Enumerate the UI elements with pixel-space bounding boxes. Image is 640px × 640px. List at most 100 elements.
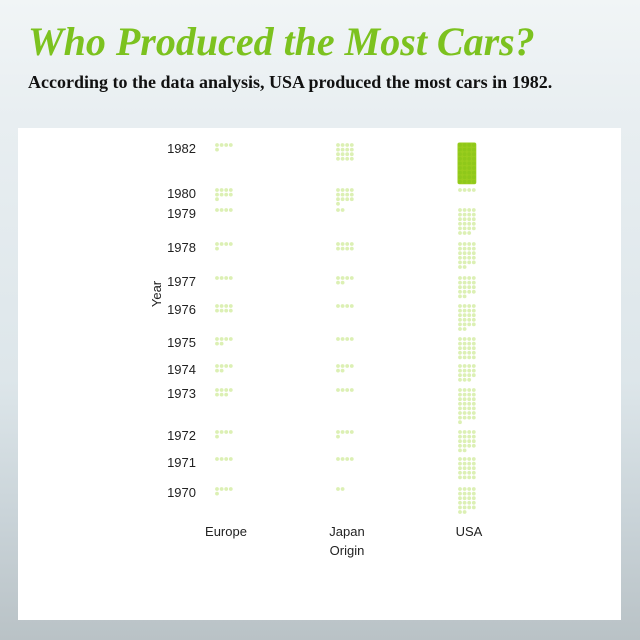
dot-mark (462, 260, 467, 265)
dot-mark (471, 143, 476, 147)
dot-mark (228, 487, 233, 491)
dot-mark (471, 208, 476, 212)
dot-mark (471, 491, 476, 496)
dot-mark (458, 470, 462, 475)
dot-mark (340, 143, 345, 147)
dot-mark (228, 143, 233, 147)
dot-mark (458, 443, 462, 448)
dot-mark (458, 166, 462, 170)
dot-mark (462, 448, 467, 453)
dot-mark (458, 397, 462, 402)
dot-mark (462, 143, 467, 147)
dot-mark (462, 392, 467, 397)
dot-mark (467, 439, 472, 444)
dot-marks (215, 142, 477, 514)
dot-mark (458, 143, 462, 147)
dot-mark (340, 242, 345, 246)
dot-mark (462, 280, 467, 285)
dot-mark (215, 308, 219, 313)
dot-mark (471, 461, 476, 466)
dot-mark (467, 373, 472, 378)
dot-mark (458, 156, 462, 161)
dot-mark (345, 246, 350, 251)
dot-mark (340, 457, 345, 461)
dot-mark (340, 430, 345, 434)
dot-mark (349, 276, 354, 280)
dot-mark (458, 327, 462, 331)
dot-mark (219, 242, 224, 246)
dot-mark (219, 188, 224, 192)
dot-mark (471, 364, 476, 368)
dot-mark (349, 156, 354, 161)
dot-mark (458, 212, 462, 217)
dot-mark (458, 430, 462, 434)
dot-mark (224, 192, 229, 197)
dot-mark (462, 430, 467, 434)
dot-mark (471, 337, 476, 341)
dot-mark (215, 364, 219, 368)
dot-mark (215, 242, 219, 246)
dot-mark (228, 192, 233, 197)
x-axis-ticks: Europe Japan USA (205, 524, 483, 539)
dot-mark (462, 208, 467, 212)
dot-mark (349, 246, 354, 251)
unit-dot-chart: 1970 1971 1972 1973 1974 1975 1976 1977 1978 1979… (149, 141, 483, 558)
dot-mark (467, 170, 472, 175)
dot-mark (458, 368, 462, 373)
dot-mark (471, 388, 476, 392)
dot-mark (471, 457, 476, 461)
dot-mark (471, 161, 476, 166)
dot-mark (224, 242, 229, 246)
dot-mark (219, 487, 224, 491)
dot-mark (336, 143, 340, 147)
dot-mark (467, 251, 472, 256)
dot-mark (462, 346, 467, 351)
dot-mark (462, 341, 467, 346)
dot-mark (458, 285, 462, 290)
dot-mark (467, 231, 472, 235)
dot-mark (471, 355, 476, 360)
dot-mark (462, 251, 467, 256)
dot-mark (215, 337, 219, 341)
dot-mark (336, 430, 340, 434)
dot-mark (219, 430, 224, 434)
dot-mark (462, 470, 467, 475)
dot-mark (224, 337, 229, 341)
dot-mark (336, 337, 340, 341)
dot-mark (224, 457, 229, 461)
dot-mark (458, 161, 462, 166)
dot-mark (467, 496, 472, 501)
dot-mark (462, 434, 467, 439)
dot-mark (471, 500, 476, 505)
dot-mark (471, 415, 476, 420)
dot-mark (467, 255, 472, 260)
dot-mark (467, 166, 472, 170)
dot-mark (458, 242, 462, 246)
dot-mark (345, 430, 350, 434)
dot-mark (471, 466, 476, 471)
dot-mark (336, 156, 340, 161)
dot-mark (336, 364, 340, 368)
dot-mark (215, 341, 219, 346)
dot-mark (471, 470, 476, 475)
dot-mark (462, 152, 467, 157)
dot-mark (462, 337, 467, 341)
dot-mark (349, 430, 354, 434)
dot-mark (467, 226, 472, 231)
dot-mark (458, 231, 462, 235)
dot-mark (458, 337, 462, 341)
dot-mark (471, 308, 476, 313)
dot-mark (467, 313, 472, 318)
dot-mark (467, 308, 472, 313)
dot-mark (458, 246, 462, 251)
dot-mark (458, 346, 462, 351)
dot-mark (471, 430, 476, 434)
dot-mark (336, 457, 340, 461)
dot-mark (345, 147, 350, 152)
dot-mark (462, 170, 467, 175)
dot-mark (336, 434, 340, 439)
dot-mark (349, 197, 354, 202)
dot-mark (462, 156, 467, 161)
dot-mark (228, 308, 233, 313)
y-tick-label: 1978 (167, 240, 196, 255)
